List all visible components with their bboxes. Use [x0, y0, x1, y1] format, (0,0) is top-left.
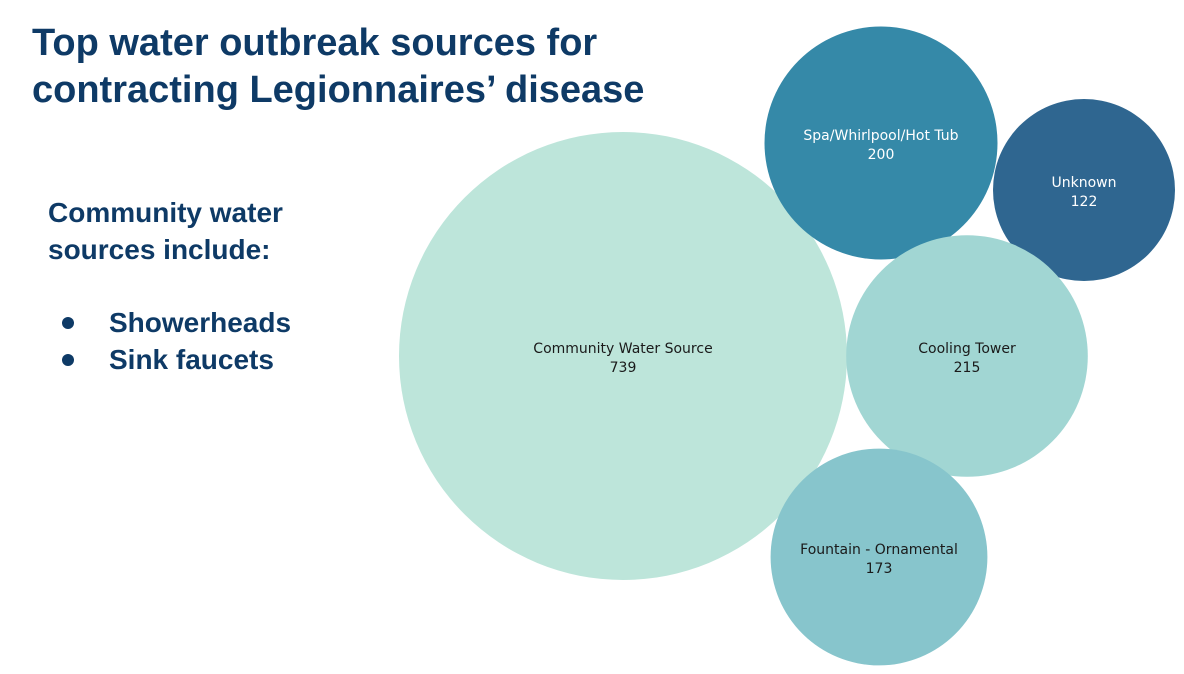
bubble-unknown: [993, 99, 1175, 281]
slide-title: Top water outbreak sources for contracti…: [32, 22, 645, 111]
bullet-item-sink-faucets: Sink faucets: [48, 341, 378, 378]
bullet-label: Sink faucets: [109, 344, 274, 375]
bubble-value-label: 215: [954, 360, 981, 376]
bubble-value-label: 739: [610, 360, 637, 376]
bullet-dot-icon: [62, 317, 74, 329]
bubble-fountain-ornamental: [770, 448, 988, 666]
bubble-value-label: 200: [868, 147, 895, 163]
bubble-name-label: Fountain - Ornamental: [800, 542, 958, 558]
side-heading: Community water sources include:: [48, 197, 283, 265]
bubble-cooling-tower: [846, 235, 1088, 477]
bubble-value-label: 173: [866, 561, 893, 577]
bubble-spa-whirlpool-hot-tub: [764, 26, 998, 260]
bubble-value-label: 122: [1071, 194, 1098, 210]
bullet-list: Showerheads Sink faucets: [48, 304, 378, 378]
bullet-item-showerheads: Showerheads: [48, 304, 378, 341]
bubble-name-label: Community Water Source: [533, 341, 712, 357]
bubble-community-water-source: [399, 132, 847, 580]
side-text-block: Community water sources include: Showerh…: [48, 194, 378, 378]
bullet-dot-icon: [62, 354, 74, 366]
bubble-name-label: Spa/Whirlpool/Hot Tub: [803, 128, 958, 144]
bullet-label: Showerheads: [109, 307, 292, 338]
bubble-name-label: Unknown: [1052, 175, 1117, 191]
bubble-name-label: Cooling Tower: [918, 341, 1016, 357]
